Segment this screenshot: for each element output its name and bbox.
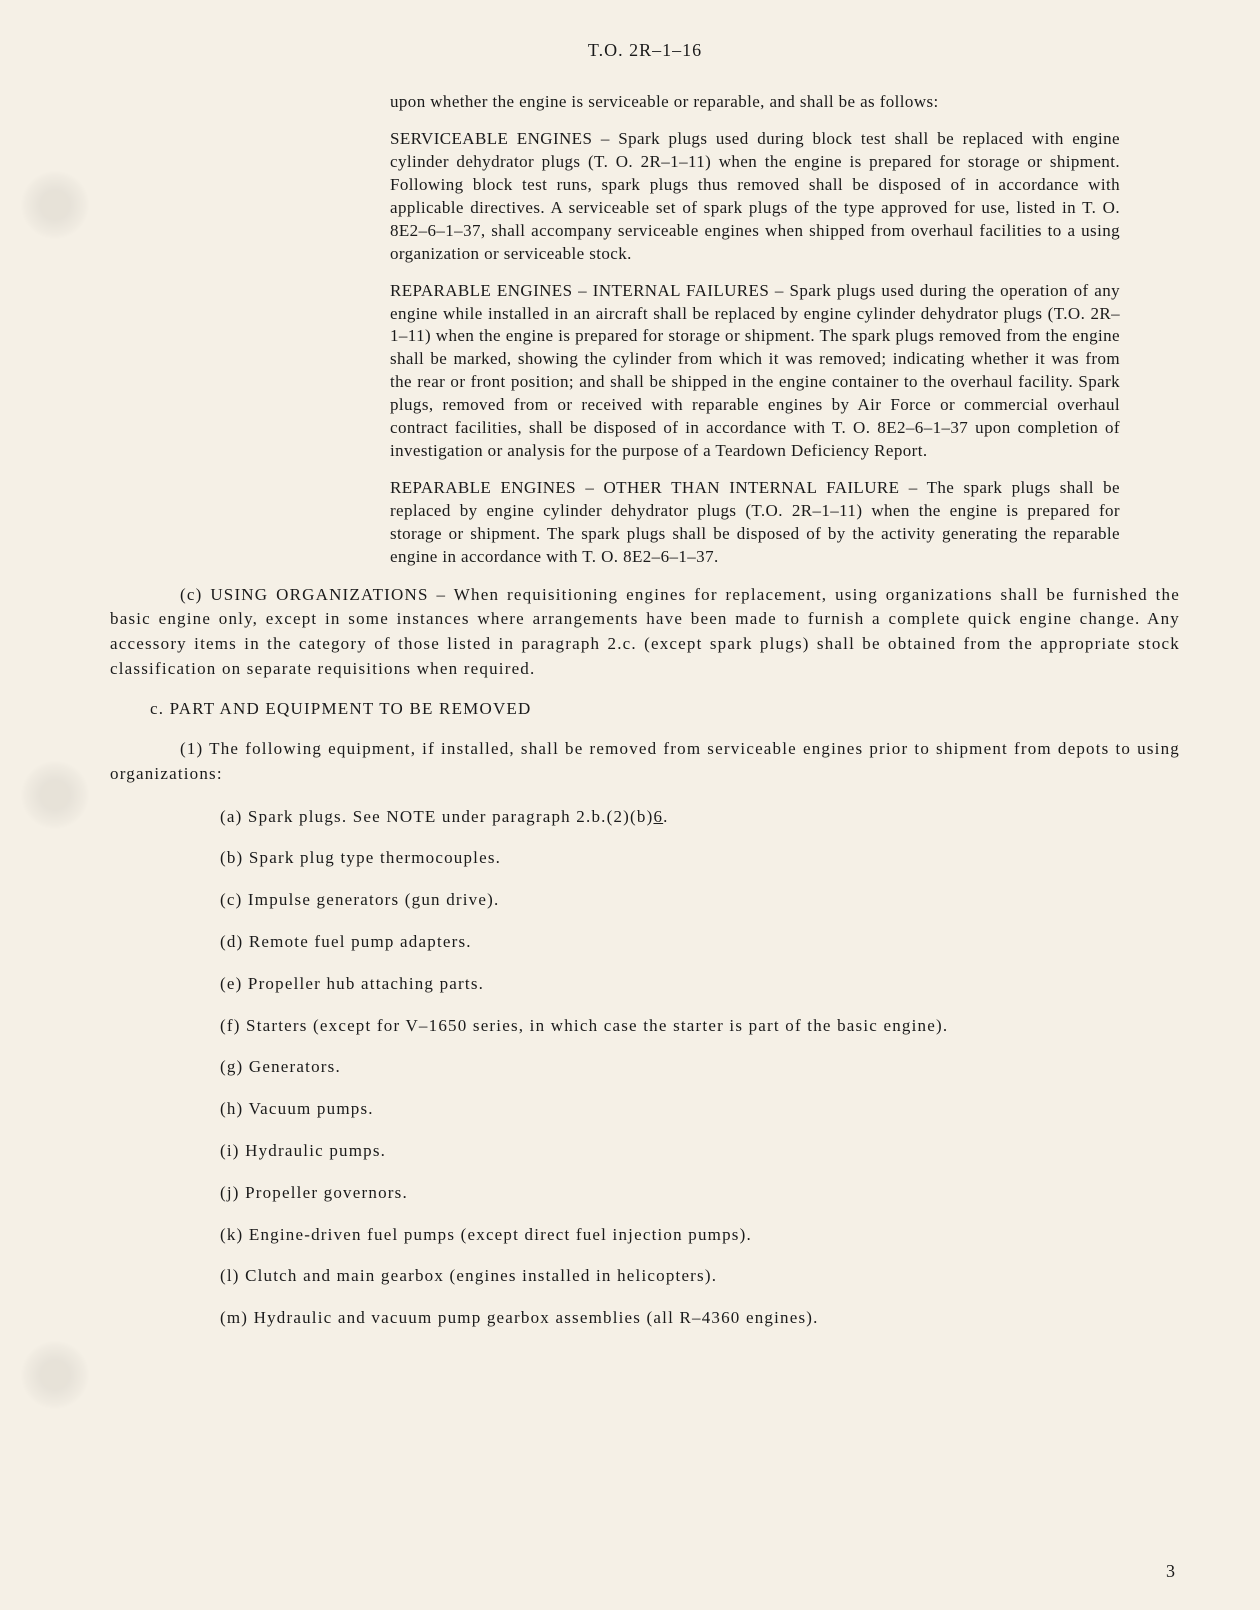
list-item-d: (d) Remote fuel pump adapters. bbox=[220, 930, 1180, 954]
list-item-k: (k) Engine-driven fuel pumps (except dir… bbox=[220, 1223, 1180, 1247]
list-item-g: (g) Generators. bbox=[220, 1055, 1180, 1079]
list-item-m: (m) Hydraulic and vacuum pump gearbox as… bbox=[220, 1306, 1180, 1330]
list-item-a: (a) Spark plugs. See NOTE under paragrap… bbox=[220, 805, 1180, 829]
list-item-h: (h) Vacuum pumps. bbox=[220, 1097, 1180, 1121]
document-page: T.O. 2R–1–16 upon whether the engine is … bbox=[0, 0, 1260, 1610]
section-c-title: c. PART AND EQUIPMENT TO BE REMOVED bbox=[150, 699, 1180, 719]
page-number: 3 bbox=[1166, 1561, 1175, 1582]
list-item-a-number: 6 bbox=[653, 807, 663, 826]
reparable-internal-paragraph: REPARABLE ENGINES – INTERNAL FAILURES – … bbox=[390, 280, 1120, 464]
list-item-f: (f) Starters (except for V–1650 series, … bbox=[220, 1014, 1180, 1038]
list-item-b: (b) Spark plug type thermocouples. bbox=[220, 846, 1180, 870]
section-c1-paragraph: (1) The following equipment, if installe… bbox=[110, 737, 1180, 786]
list-item-c: (c) Impulse generators (gun drive). bbox=[220, 888, 1180, 912]
intro-paragraph: upon whether the engine is serviceable o… bbox=[390, 91, 1120, 114]
list-item-a-pre: (a) Spark plugs. See NOTE under paragrap… bbox=[220, 807, 653, 826]
list-item-e: (e) Propeller hub attaching parts. bbox=[220, 972, 1180, 996]
reparable-other-paragraph: REPARABLE ENGINES – OTHER THAN INTERNAL … bbox=[390, 477, 1120, 569]
list-item-j: (j) Propeller governors. bbox=[220, 1181, 1180, 1205]
list-item-a-post: . bbox=[663, 807, 668, 826]
using-organizations-paragraph: (c) USING ORGANIZATIONS – When requisiti… bbox=[110, 583, 1180, 682]
serviceable-engines-paragraph: SERVICEABLE ENGINES – Spark plugs used d… bbox=[390, 128, 1120, 266]
document-header: T.O. 2R–1–16 bbox=[110, 40, 1180, 61]
list-item-l: (l) Clutch and main gearbox (engines ins… bbox=[220, 1264, 1180, 1288]
list-item-i: (i) Hydraulic pumps. bbox=[220, 1139, 1180, 1163]
